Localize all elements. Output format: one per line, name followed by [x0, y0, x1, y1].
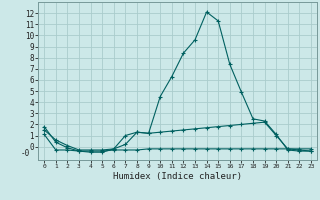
Text: -0: -0: [21, 149, 30, 158]
X-axis label: Humidex (Indice chaleur): Humidex (Indice chaleur): [113, 172, 242, 181]
